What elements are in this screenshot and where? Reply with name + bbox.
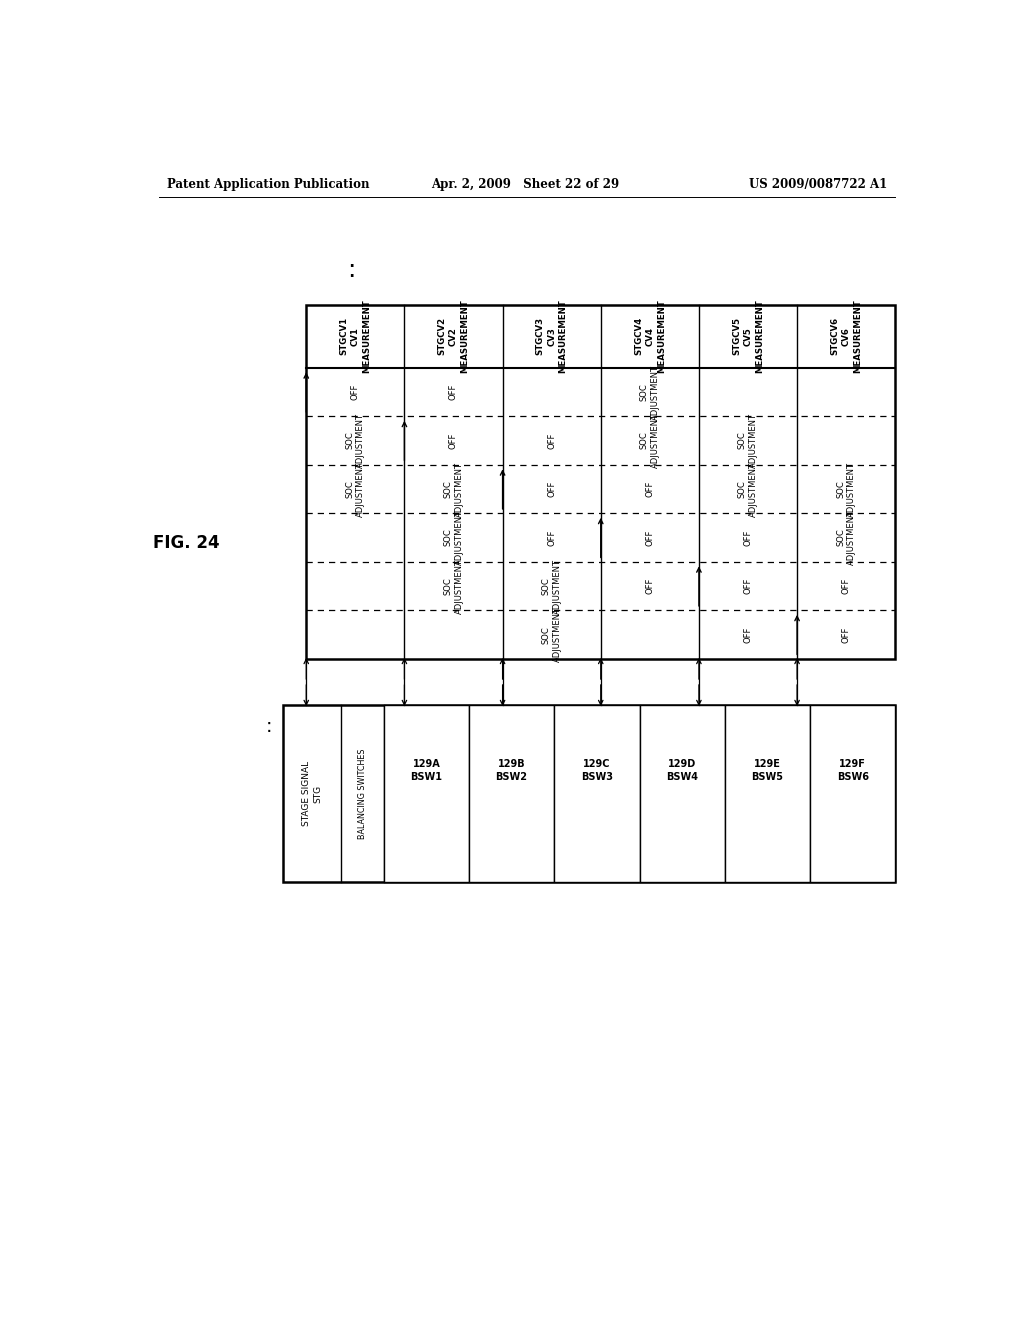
Text: OFF: OFF <box>743 529 753 545</box>
Text: FIG. 24: FIG. 24 <box>153 535 219 552</box>
Text: US 2009/0087722 A1: US 2009/0087722 A1 <box>750 178 888 190</box>
Text: OFF: OFF <box>351 384 359 400</box>
Text: 129F
BSW6: 129F BSW6 <box>837 759 868 781</box>
Text: Apr. 2, 2009   Sheet 22 of 29: Apr. 2, 2009 Sheet 22 of 29 <box>431 178 618 190</box>
Text: SOC
ADJUSTMENT: SOC ADJUSTMENT <box>345 462 366 516</box>
Text: :: : <box>266 717 272 735</box>
Text: STGCV4
CV4
MEASUREMENT: STGCV4 CV4 MEASUREMENT <box>634 300 666 374</box>
Bar <box>640 705 725 882</box>
Text: :: : <box>347 257 355 281</box>
Text: SOC
ADJUSTMENT: SOC ADJUSTMENT <box>345 413 366 469</box>
Text: SOC
ADJUSTMENT: SOC ADJUSTMENT <box>443 558 464 614</box>
Text: OFF: OFF <box>645 529 654 545</box>
Bar <box>810 705 895 882</box>
Text: OFF: OFF <box>842 578 851 594</box>
Text: 129B
BSW2: 129B BSW2 <box>496 759 527 781</box>
Text: SOC
ADJUSTMENT: SOC ADJUSTMENT <box>443 510 464 565</box>
Text: SOC
ADJUSTMENT: SOC ADJUSTMENT <box>542 607 562 663</box>
Bar <box>283 705 895 882</box>
Text: OFF: OFF <box>449 433 458 449</box>
Text: OFF: OFF <box>743 578 753 594</box>
Text: SOC
ADJUSTMENT: SOC ADJUSTMENT <box>738 462 758 516</box>
Text: OFF: OFF <box>547 480 556 498</box>
Text: BALANCING SWITCHES: BALANCING SWITCHES <box>358 748 367 840</box>
Text: SOC
ADJUSTMENT: SOC ADJUSTMENT <box>640 413 659 469</box>
Text: STAGE SIGNAL
STG: STAGE SIGNAL STG <box>302 762 323 826</box>
Bar <box>554 705 640 882</box>
Text: STGCV2
CV2
MEASUREMENT: STGCV2 CV2 MEASUREMENT <box>437 300 469 374</box>
Text: OFF: OFF <box>842 627 851 643</box>
Text: OFF: OFF <box>547 433 556 449</box>
Bar <box>306 305 895 659</box>
Text: 129E
BSW5: 129E BSW5 <box>752 759 783 781</box>
Bar <box>469 705 554 882</box>
Text: STGCV5
CV5
MEASUREMENT: STGCV5 CV5 MEASUREMENT <box>732 300 764 374</box>
Text: SOC
ADJUSTMENT: SOC ADJUSTMENT <box>640 364 659 420</box>
Bar <box>725 705 810 882</box>
Text: SOC
ADJUSTMENT: SOC ADJUSTMENT <box>837 462 856 516</box>
Text: 129A
BSW1: 129A BSW1 <box>411 759 442 781</box>
Text: STGCV1
CV1
MEASUREMENT: STGCV1 CV1 MEASUREMENT <box>339 300 372 374</box>
Text: SOC
ADJUSTMENT: SOC ADJUSTMENT <box>738 413 758 469</box>
Text: OFF: OFF <box>547 529 556 545</box>
Text: Patent Application Publication: Patent Application Publication <box>167 178 370 190</box>
Text: OFF: OFF <box>743 627 753 643</box>
Text: OFF: OFF <box>645 578 654 594</box>
Text: OFF: OFF <box>645 480 654 498</box>
Text: OFF: OFF <box>449 384 458 400</box>
Text: 129C
BSW3: 129C BSW3 <box>581 759 613 781</box>
Text: STGCV6
CV6
MEASUREMENT: STGCV6 CV6 MEASUREMENT <box>830 300 862 374</box>
Bar <box>384 705 469 882</box>
Text: 129D
BSW4: 129D BSW4 <box>667 759 698 781</box>
Text: SOC
ADJUSTMENT: SOC ADJUSTMENT <box>542 558 562 614</box>
Text: STGCV3
CV3
MEASUREMENT: STGCV3 CV3 MEASUREMENT <box>536 300 567 374</box>
Text: SOC
ADJUSTMENT: SOC ADJUSTMENT <box>837 510 856 565</box>
Text: SOC
ADJUSTMENT: SOC ADJUSTMENT <box>443 462 464 516</box>
